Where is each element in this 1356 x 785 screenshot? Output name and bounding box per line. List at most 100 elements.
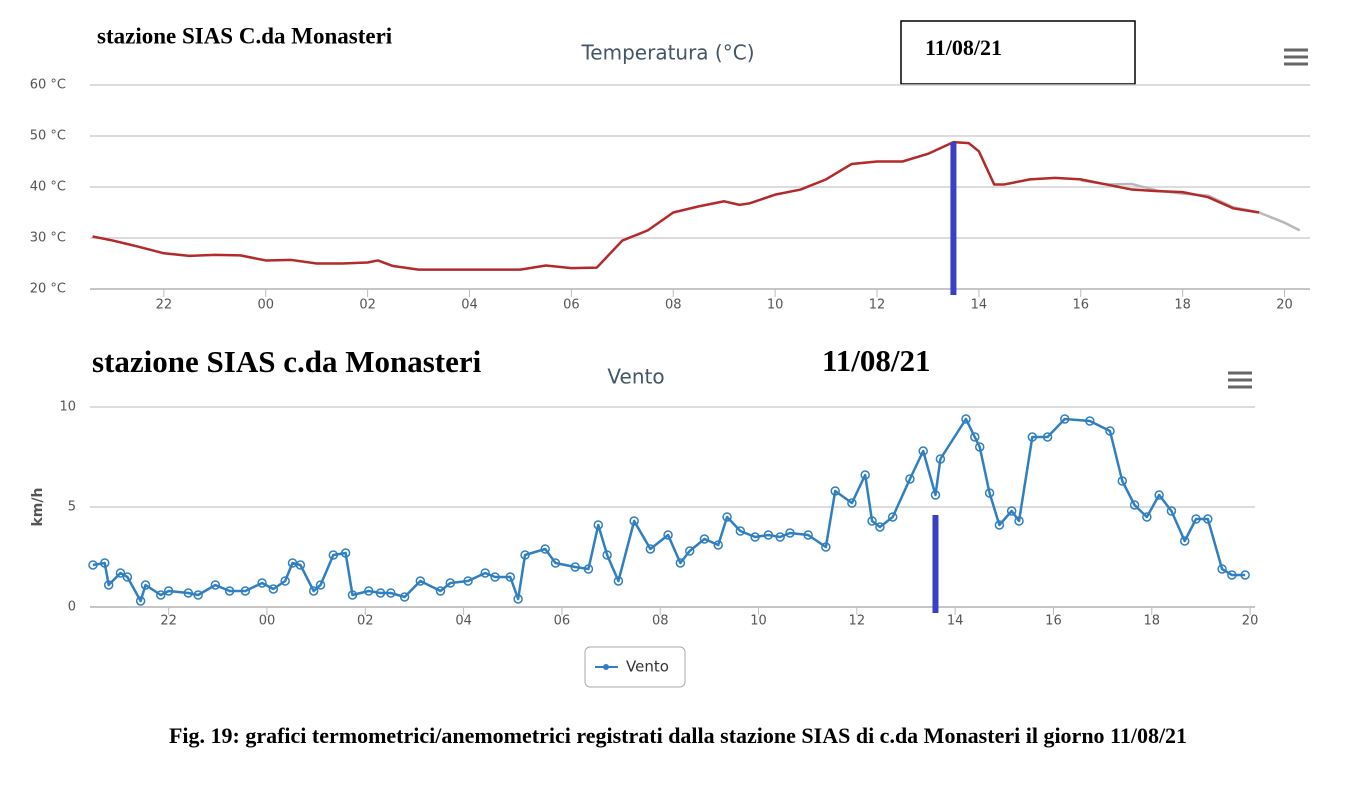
data-point <box>1240 570 1250 580</box>
data-point <box>1014 516 1024 526</box>
data-point <box>750 532 760 542</box>
data-point <box>1191 514 1201 524</box>
caption: Fig. 19: grafici termometrici/anemometri… <box>169 723 1187 748</box>
data-point <box>328 550 339 560</box>
data-point <box>663 530 673 540</box>
data-point <box>308 586 319 596</box>
x-tick-label: 08 <box>652 614 669 629</box>
data-line <box>92 140 1260 271</box>
data-point <box>918 446 928 456</box>
data-point <box>984 488 995 498</box>
data-point <box>867 516 877 526</box>
data-point <box>347 590 358 600</box>
y-tick-label: 60 °C <box>30 78 66 93</box>
data-point <box>363 586 374 596</box>
data-point <box>970 432 980 442</box>
chart-title: Temperatura (°C) <box>580 41 754 65</box>
x-tick-label: 10 <box>767 298 784 313</box>
data-point <box>1042 432 1053 442</box>
y-tick-label: 50 °C <box>30 129 66 144</box>
data-point <box>375 588 386 598</box>
data-point <box>135 596 146 606</box>
data-point <box>821 542 831 552</box>
x-tick-label: 12 <box>849 614 866 629</box>
data-point <box>280 576 290 586</box>
x-tick-label: 12 <box>869 298 886 313</box>
data-point <box>240 586 251 596</box>
data-point <box>830 486 840 496</box>
data-point <box>445 578 456 588</box>
x-tick-label: 06 <box>554 614 571 629</box>
x-tick-label: 16 <box>1072 298 1089 313</box>
data-point <box>722 512 732 522</box>
data-point <box>961 414 971 424</box>
data-point <box>224 586 235 596</box>
y-tick-label: 0 <box>68 600 76 615</box>
x-tick-label: 14 <box>947 614 964 629</box>
data-point <box>520 550 530 560</box>
data-point <box>1085 416 1095 426</box>
data-point <box>602 550 612 560</box>
data-point <box>295 560 306 570</box>
x-tick-label: 22 <box>160 614 177 629</box>
x-tick-label: 10 <box>750 614 767 629</box>
x-tick-label: 18 <box>1143 614 1160 629</box>
x-tick-label: 08 <box>665 298 682 313</box>
data-point <box>315 580 326 590</box>
data-point <box>1217 564 1227 574</box>
x-tick-label: 18 <box>1174 298 1191 313</box>
data-point <box>540 544 550 554</box>
data-point <box>1154 490 1164 500</box>
data-line <box>92 417 1246 603</box>
menu-icon[interactable] <box>1228 371 1252 389</box>
data-point <box>1060 414 1070 424</box>
data-point <box>386 588 396 598</box>
data-point <box>435 586 446 596</box>
data-point <box>803 530 813 540</box>
x-tick-label: 14 <box>971 298 988 313</box>
data-point <box>1117 476 1128 486</box>
data-point <box>645 544 656 554</box>
chart-title: Vento <box>607 365 664 389</box>
data-point <box>875 522 885 532</box>
data-point <box>1166 506 1177 516</box>
menu-icon[interactable] <box>1284 48 1308 66</box>
data-point <box>88 560 98 570</box>
data-point <box>974 442 985 452</box>
data-point <box>613 576 624 586</box>
data-point <box>490 572 500 582</box>
data-point <box>463 576 473 586</box>
y-tick-label: 30 °C <box>30 231 66 246</box>
x-tick-label: 00 <box>257 298 274 313</box>
data-point <box>268 584 279 594</box>
data-point <box>415 576 426 586</box>
data-point <box>513 594 523 604</box>
data-point <box>1227 570 1237 580</box>
data-point <box>684 546 695 556</box>
data-point <box>115 568 126 578</box>
data-point <box>785 528 795 538</box>
data-point <box>583 564 594 574</box>
y-axis-label: km/h <box>30 488 46 527</box>
data-point <box>675 558 686 568</box>
data-point <box>399 592 410 602</box>
data-point <box>847 498 857 508</box>
data-point <box>775 532 785 542</box>
data-point <box>1142 512 1152 522</box>
data-point <box>1105 426 1115 436</box>
data-point <box>156 590 166 600</box>
data-point <box>629 516 639 526</box>
data-point <box>1027 432 1038 442</box>
data-point <box>122 572 133 582</box>
data-point <box>930 490 941 500</box>
data-point <box>1129 500 1140 510</box>
x-tick-label: 06 <box>563 298 580 313</box>
data-point <box>935 454 946 464</box>
data-point <box>480 568 490 578</box>
data-point <box>163 586 174 596</box>
data-point <box>1179 536 1190 546</box>
data-line <box>1080 179 1301 232</box>
data-point <box>505 572 516 582</box>
